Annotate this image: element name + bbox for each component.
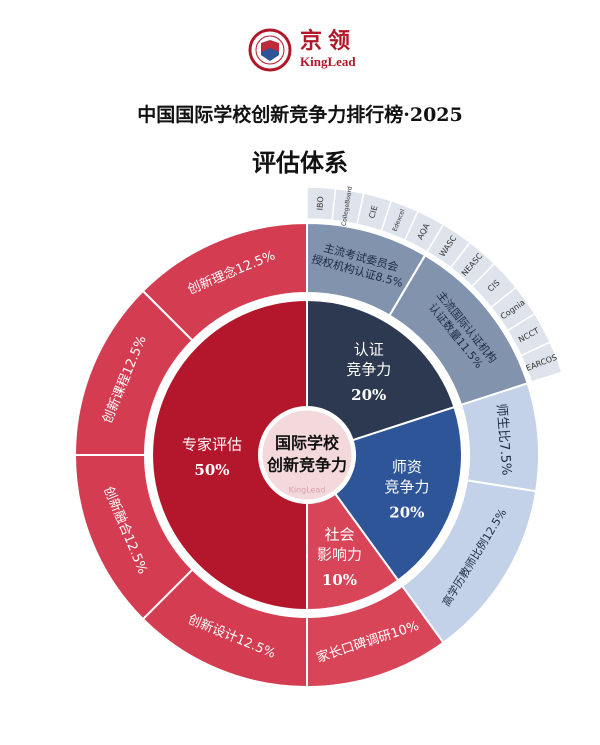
middle-segment[interactable] [141,221,308,342]
page-subtitle: 评估体系 [252,148,348,177]
outer-label: IBO [316,196,326,210]
middle-label: 师生比7.5% [493,403,514,476]
center-circle [259,407,355,503]
inner-label-text: 竞争力 [384,478,429,496]
brand-name-en: KingLead [300,54,356,69]
logo: 京领 KingLead [248,28,356,72]
inner-label-text: 认证 [354,341,384,359]
inner-label-text: 社会 [324,525,354,543]
outer-label: CIE [367,204,379,219]
inner-slice-expert[interactable] [151,298,308,612]
center-title-line2: 创新竞争力 [266,456,347,475]
brand-name-cn: 京领 [300,29,357,54]
logo-badge-icon [248,28,292,72]
inner-label-text: 竞争力 [346,361,391,379]
inner-label-expert: 专家评估 50% [182,436,242,480]
page-title: 中国国际学校创新竞争力排行榜·2025 [137,104,463,126]
inner-percent: 10% [322,571,357,589]
inner-percent: 20% [389,503,424,521]
inner-slice-cert[interactable] [306,298,456,442]
outer-segment[interactable] [520,341,563,384]
inner-label-text: 影响力 [317,545,362,563]
inner-label-text: 师资 [392,458,422,476]
inner-label-text: 专家评估 [182,436,242,454]
center-title-line1: 国际学校 [275,434,340,453]
inner-percent: 20% [351,386,386,404]
center-watermark: KingLead [289,486,326,495]
middle-label-text: 师生比7.5% [493,403,514,476]
inner-percent: 50% [194,461,229,479]
